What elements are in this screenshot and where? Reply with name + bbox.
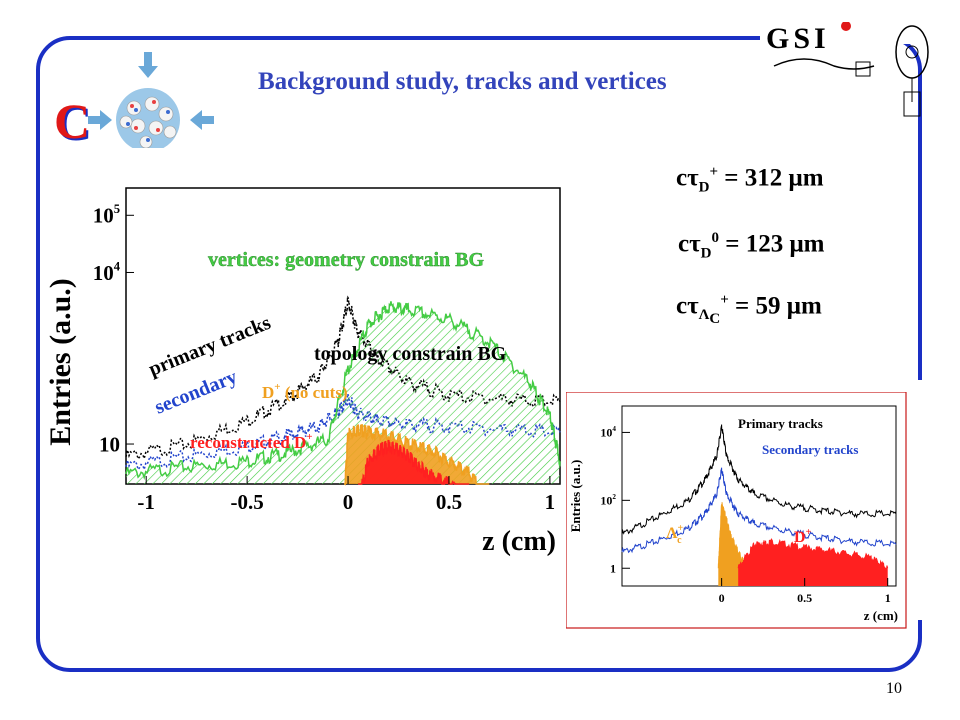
annotation-topology: topology constrain BG: [314, 343, 507, 365]
formula-d-plus: cτD+ = 312 μm: [676, 164, 824, 196]
main-chart-xlabel: z (cm): [482, 526, 556, 557]
x-tick-label: 0.5: [797, 591, 812, 605]
gsi-logo: GSI: [766, 22, 929, 117]
frame-gap-right: [916, 380, 930, 620]
series-3-fill: [738, 539, 888, 586]
annotation-reconstructed: reconstructed D+: [190, 431, 313, 452]
main-chart: -1 -0.5 0 0.5 1 10 104 105 Entries (a.u.) z (cm…: [44, 187, 561, 557]
series-0-line: [621, 424, 897, 535]
x-tick-label: 0.5: [436, 490, 462, 514]
inset-chart-border: [566, 392, 907, 629]
series-3-line: [737, 538, 889, 571]
c-logo: C: [54, 93, 91, 149]
x-tick-label: 0: [719, 591, 725, 605]
formula-d-zero: cτD0 = 123 μm: [678, 230, 825, 262]
inset-annotation-lambda: Λ+ c: [666, 523, 683, 546]
annotation-vertices: vertices: geometry constrain BG: [208, 249, 484, 271]
y-tick-label: 1: [610, 561, 616, 575]
slide-title: Background study, tracks and vertices: [258, 68, 667, 95]
y-tick-label: 105: [93, 202, 120, 227]
inset-chart-xlabel: z (cm): [864, 608, 898, 623]
series-2-line: [717, 502, 747, 569]
x-tick-label: -0.5: [230, 490, 263, 514]
series-4-line: [358, 439, 470, 485]
page-number: 10: [886, 680, 902, 697]
inset-annotation-d: D+: [794, 527, 812, 546]
y-tick-label: 10: [99, 432, 120, 456]
y-tick-label: 102: [600, 493, 616, 507]
formula-lambda-c: cτΛC+ = 59 μm: [676, 292, 822, 328]
inset-legend-primary: Primary tracks: [738, 416, 823, 431]
series-1-line: [621, 467, 897, 554]
main-chart-ylabel: Entries (a.u.): [44, 278, 77, 446]
inset-chart-ylabel: Entries (a.u.): [568, 460, 583, 533]
x-tick-label: 1: [545, 490, 556, 514]
frame-gap: [760, 30, 940, 44]
inset-legend-secondary: Secondary tracks: [762, 442, 858, 457]
y-tick-label: 104: [93, 259, 121, 284]
slide-frame: [36, 36, 922, 672]
annotation-d-no-cuts: D+ (no cuts): [262, 381, 348, 402]
nucleus-icon: [88, 52, 214, 148]
x-tick-label: 0: [343, 490, 354, 514]
x-tick-label: 1: [885, 591, 891, 605]
x-tick-label: -1: [137, 490, 155, 514]
series-2-line: [125, 301, 561, 480]
inset-chart: 0 0.5 1 1 102 104 Entries (a.u.) z (cm) Prima…: [566, 392, 907, 629]
gsi-logo-text: GSI: [766, 22, 830, 55]
y-tick-label: 104: [600, 425, 616, 439]
series-3-line: [344, 424, 490, 486]
